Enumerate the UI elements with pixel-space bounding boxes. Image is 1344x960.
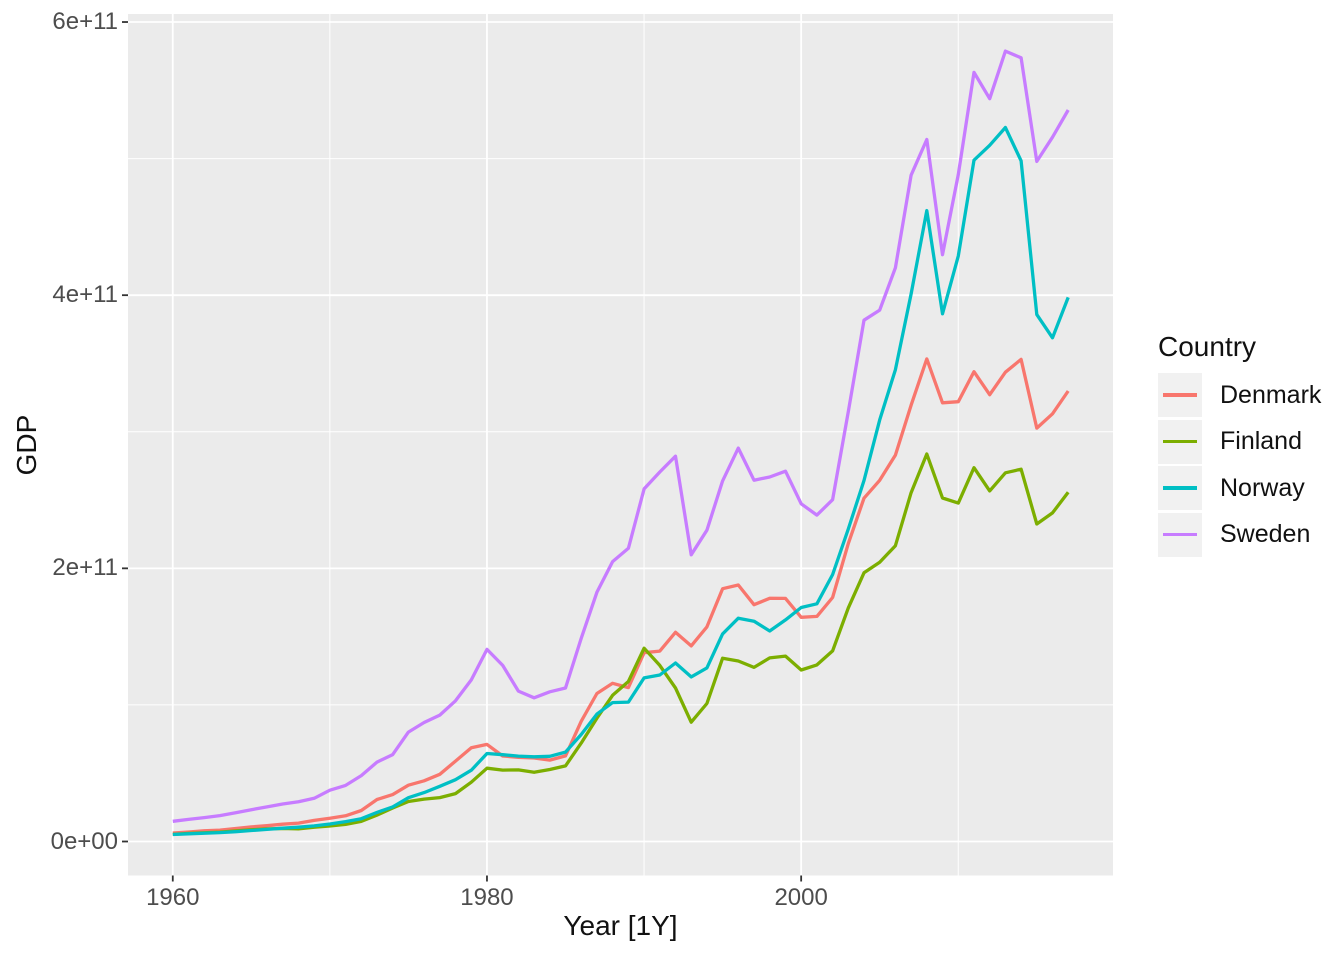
legend-item-norway: Norway (1158, 466, 1321, 510)
panel-background (128, 14, 1113, 876)
legend-label: Sweden (1220, 520, 1311, 548)
legend-label: Denmark (1220, 380, 1322, 409)
y-tick-label: 0e+00 (50, 827, 118, 855)
legend-item-finland: Finland (1158, 419, 1321, 464)
x-axis-title: Year [1Y] (563, 910, 678, 941)
x-tick-label: 1960 (146, 884, 200, 911)
legend-key (1158, 373, 1202, 417)
series-line-sweden (172, 49, 1070, 823)
legend: Country Denmark Finland Norway Sweden (1158, 331, 1321, 559)
y-axis-title: GDP (11, 414, 42, 476)
legend-key (1158, 512, 1202, 557)
y-tick-label: 6e+11 (52, 8, 118, 36)
series-line-norway (172, 125, 1070, 837)
legend-key (1158, 419, 1202, 464)
legend-item-denmark: Denmark (1158, 373, 1321, 417)
legend-key-line (1163, 532, 1197, 537)
legend-item-sweden: Sweden (1158, 512, 1321, 557)
y-tick-label: 4e+11 (52, 281, 118, 309)
legend-key-line (1163, 486, 1197, 490)
x-tick-label: 1980 (460, 884, 514, 911)
legend-label: Finland (1220, 427, 1302, 455)
legend-title: Country (1158, 331, 1257, 362)
legend-key-line (1163, 393, 1197, 397)
x-tick-label: 2000 (774, 884, 828, 911)
legend-items: Denmark Finland Norway Sweden (1158, 373, 1321, 557)
legend-key-line (1163, 439, 1197, 444)
legend-label: Norway (1220, 473, 1305, 502)
series-line-denmark (172, 357, 1070, 835)
legend-key (1158, 466, 1202, 510)
y-tick-label: 2e+11 (52, 554, 118, 582)
